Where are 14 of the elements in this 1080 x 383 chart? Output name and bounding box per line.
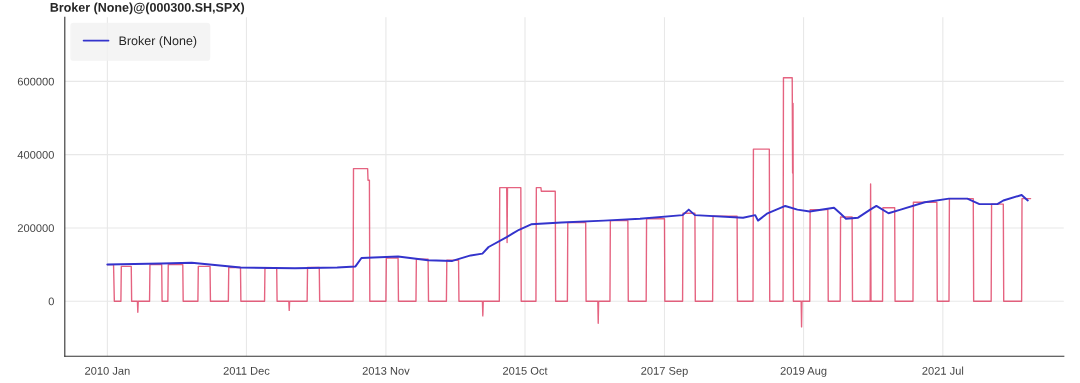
x-tick-label: 2021 Jul [922,366,964,375]
legend-label: Broker (None) [119,35,197,48]
y-tick-label: 400000 [17,150,54,159]
x-tick-label: 2017 Sep [641,366,688,377]
x-tick-label: 2019 Aug [780,366,827,377]
y-tick-label: 600000 [17,77,54,86]
x-tick-label: 2010 Jan [85,366,130,375]
line-series [106,193,1029,270]
x-tick-label: 2013 Nov [362,366,410,375]
x-tick-label: 2015 Oct [503,366,548,375]
y-tick-label: 0 [48,297,54,306]
y-tick-label: 200000 [17,224,54,233]
x-tick-label: 2011 Dec [223,366,270,375]
chart-title: Broker (None)@(000300.SH,SPX) [50,2,245,15]
